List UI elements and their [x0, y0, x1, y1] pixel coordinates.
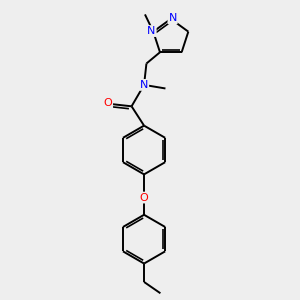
Text: N: N	[168, 13, 177, 23]
Text: O: O	[103, 98, 112, 108]
Text: N: N	[140, 80, 148, 90]
Text: O: O	[140, 193, 148, 202]
Text: N: N	[147, 26, 156, 36]
